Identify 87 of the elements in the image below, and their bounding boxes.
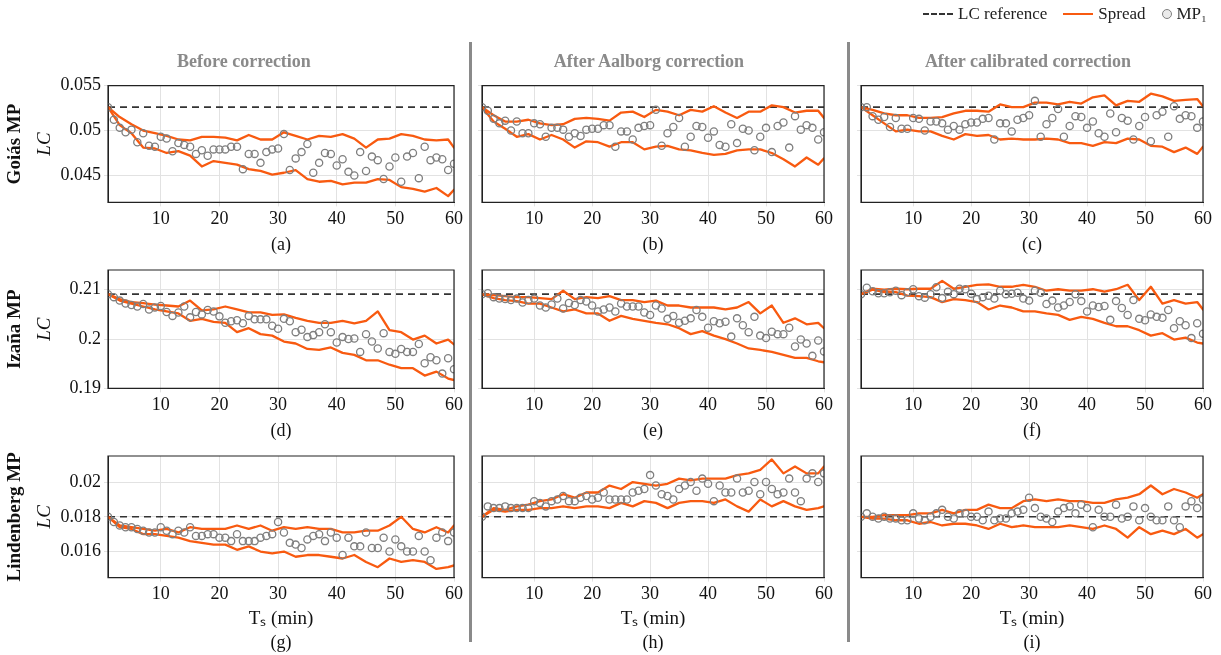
y-axis-title: LC (33, 317, 55, 342)
x-tick-label: 30 (1020, 393, 1039, 414)
x-tick-label: 20 (210, 207, 229, 228)
text: Lindenberg MP (3, 451, 25, 582)
x-tick-label: 10 (904, 207, 923, 228)
x-tick-label: 10 (904, 583, 923, 604)
x-tick-label: 40 (1078, 393, 1097, 414)
y-axis-title: LC (33, 132, 55, 157)
y-tick-label: 0.016 (60, 540, 101, 561)
x-tick-label: 20 (583, 583, 602, 604)
x-tick-label: 30 (269, 583, 288, 604)
text: Goiás MP (3, 103, 25, 185)
y-tick-label: 0.055 (60, 74, 101, 95)
x-tick-label: 40 (327, 207, 346, 228)
text: (b) (642, 233, 664, 255)
x-tick-label: 60 (815, 207, 833, 228)
y-tick-label: 0.05 (69, 119, 101, 140)
x-tick-label: 30 (641, 583, 660, 604)
x-tick-label: 40 (699, 583, 718, 604)
text: (g) (270, 631, 292, 653)
x-tick-label: 20 (583, 207, 602, 228)
x-tick-label: 20 (962, 207, 981, 228)
x-tick-label: 10 (904, 393, 923, 414)
x-tick-label: 60 (445, 393, 463, 414)
y-tick-label: 0.045 (60, 164, 101, 185)
x-tick-label: 10 (151, 583, 170, 604)
x-tick-label: 60 (445, 583, 463, 604)
text: Izaña MP (3, 288, 25, 370)
y-tick-label: 0.018 (60, 505, 101, 526)
x-tick-label: 10 (525, 583, 544, 604)
x-tick-label: 20 (210, 583, 229, 604)
x-tick-label: 10 (151, 393, 170, 414)
y-tick-label: 0.19 (69, 377, 101, 398)
x-tick-label: 20 (210, 393, 229, 414)
x-tick-label: 60 (445, 207, 463, 228)
legend-label: LC reference (958, 4, 1048, 24)
text: (a) (271, 233, 291, 255)
chart-title: After Aalborg correction (553, 51, 745, 72)
x-tick-label: 40 (1078, 207, 1097, 228)
y-tick-label: 0.2 (78, 327, 101, 348)
text: (f) (1023, 419, 1041, 441)
x-tick-label: 10 (525, 393, 544, 414)
x-tick-label: 40 (699, 207, 718, 228)
x-tick-label: 50 (386, 207, 405, 228)
x-tick-label: 60 (1194, 583, 1212, 604)
x-tick-label: 50 (757, 393, 776, 414)
x-tick-label: 60 (815, 393, 833, 414)
x-tick-label: 20 (962, 583, 981, 604)
x-tick-label: 40 (327, 583, 346, 604)
y-tick-label: 0.21 (69, 278, 101, 299)
x-tick-label: 60 (815, 583, 833, 604)
x-tick-label: 50 (1136, 393, 1155, 414)
x-tick-label: 50 (757, 583, 776, 604)
x-axis-title: Tₛ (min) (620, 606, 686, 629)
x-tick-label: 40 (1078, 583, 1097, 604)
x-tick-label: 40 (699, 393, 718, 414)
text: (e) (643, 419, 663, 441)
text: (c) (1022, 233, 1042, 255)
x-tick-label: 30 (269, 393, 288, 414)
x-tick-label: 30 (641, 393, 660, 414)
chart-title: Before correction (177, 51, 311, 72)
x-tick-label: 50 (757, 207, 776, 228)
y-axis-title: LC (33, 504, 55, 530)
x-tick-label: 10 (525, 207, 544, 228)
x-tick-label: 50 (386, 583, 405, 604)
x-tick-label: 30 (1020, 207, 1039, 228)
text: (h) (642, 631, 664, 653)
x-tick-label: 60 (1194, 393, 1212, 414)
y-tick-label: 0.02 (69, 470, 101, 491)
text: (i) (1023, 631, 1041, 653)
x-tick-label: 50 (1136, 207, 1155, 228)
x-axis-title: Tₛ (min) (999, 606, 1065, 629)
x-tick-label: 40 (327, 393, 346, 414)
x-tick-label: 20 (962, 393, 981, 414)
legend-label: Spread (1098, 4, 1146, 24)
x-tick-label: 20 (583, 393, 602, 414)
x-tick-label: 10 (151, 207, 170, 228)
chart-title: After calibrated correction (924, 51, 1132, 72)
x-tick-label: 30 (1020, 583, 1039, 604)
text: (d) (270, 419, 292, 441)
x-axis-title: Tₛ (min) (248, 606, 314, 629)
x-tick-label: 30 (641, 207, 660, 228)
x-tick-label: 50 (1136, 583, 1155, 604)
x-tick-label: 50 (386, 393, 405, 414)
x-tick-label: 30 (269, 207, 288, 228)
legend-label: MP₁ (1176, 4, 1207, 24)
x-tick-label: 60 (1194, 207, 1212, 228)
